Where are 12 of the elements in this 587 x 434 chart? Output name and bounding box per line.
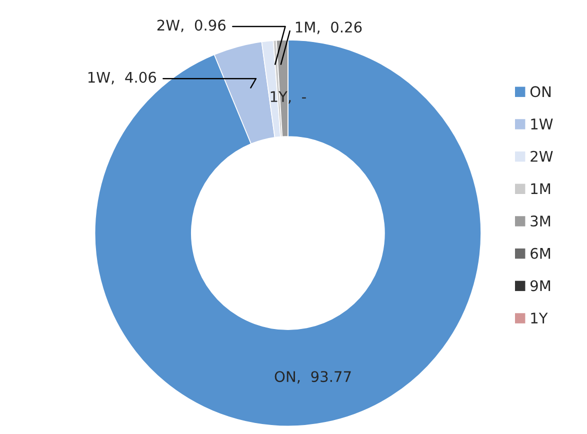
- legend-label: 6M: [530, 248, 550, 259]
- legend-label: 2W: [530, 150, 553, 162]
- data-label: 2W, 0.96: [157, 20, 226, 32]
- legend-label: 1M: [531, 183, 550, 194]
- data-label: 1W, 4.06: [88, 72, 156, 84]
- data-label: 1M, 0.26: [296, 22, 362, 34]
- legend-label: ON: [530, 86, 551, 98]
- legend-label: 3M: [530, 216, 550, 227]
- legend-label: 1Y: [531, 312, 548, 324]
- legend-label: 1W: [531, 118, 553, 130]
- legend-label: 9M: [530, 280, 550, 292]
- data-label: ON, 93.77: [274, 371, 351, 384]
